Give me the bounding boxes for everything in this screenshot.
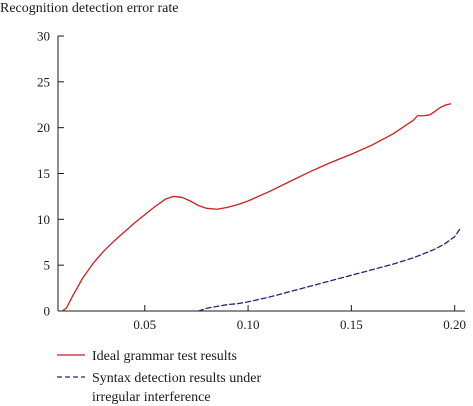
x-tick-label: 0.10: [237, 317, 260, 332]
series-lines: [61, 103, 462, 312]
y-tick-label: 20: [37, 120, 50, 135]
y-ticks: 0 5 10 15 20 25 30: [37, 29, 64, 319]
series-line-syntax-detection: [197, 226, 462, 312]
x-tick-label: 0.05: [133, 317, 156, 332]
legend-label-syntax-detection-line2: irregular interference: [92, 390, 211, 405]
y-tick-label: 25: [37, 74, 50, 89]
y-tick-label: 5: [44, 258, 51, 273]
axes: [57, 36, 465, 312]
x-tick-label: 0.15: [340, 317, 363, 332]
legend-label-ideal-grammar: Ideal grammar test results: [92, 349, 237, 364]
y-axis-title: Recognition detection error rate: [0, 1, 178, 16]
x-ticks: 0.05 0.10 0.15 0.20: [133, 305, 466, 332]
y-tick-label: 0: [44, 304, 51, 319]
y-tick-label: 30: [37, 29, 50, 44]
y-tick-label: 10: [37, 212, 50, 227]
x-tick-label: 0.20: [443, 317, 466, 332]
legend-label-syntax-detection-line1: Syntax detection results under: [92, 371, 261, 386]
series-line-ideal-grammar: [61, 103, 452, 312]
legend: Ideal grammar test results Syntax detect…: [57, 349, 261, 405]
y-tick-label: 15: [37, 166, 50, 181]
